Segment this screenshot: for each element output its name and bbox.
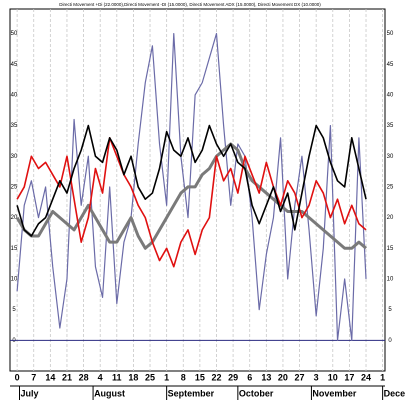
- x-tick-label: 13: [261, 372, 271, 382]
- x-tick-label: 4: [98, 372, 103, 382]
- y-tick-label: 30: [11, 154, 18, 160]
- series-line: [16, 137, 367, 268]
- y-tick-label: 20: [11, 215, 18, 221]
- x-tick-label: 1: [380, 372, 385, 382]
- series-line: [16, 124, 367, 237]
- y-tick-label: 0: [12, 338, 16, 344]
- x-tick-label: 27: [295, 372, 305, 382]
- month-label: July: [20, 388, 38, 398]
- y-tick-label: 15: [11, 246, 18, 252]
- y-tick-label: 40: [11, 92, 18, 98]
- x-tick-label: 7: [31, 372, 36, 382]
- y-tick-label-right: 45: [387, 62, 394, 68]
- x-tick-label: 28: [79, 372, 89, 382]
- y-tick-label: 50: [11, 31, 18, 37]
- x-tick-label: 10: [328, 372, 338, 382]
- y-tick-label-right: 20: [387, 215, 394, 221]
- y-tick-label: 10: [11, 277, 18, 283]
- plot-frame: [9, 8, 386, 372]
- month-label: August: [94, 388, 125, 398]
- x-tick-label: 22: [211, 372, 221, 382]
- y-tick-label-right: 0: [388, 338, 392, 344]
- y-tick-label-right: 35: [387, 123, 394, 129]
- month-label: Dece: [384, 388, 406, 398]
- x-tick-label: 1: [164, 372, 169, 382]
- y-tick-label-right: 40: [387, 92, 394, 98]
- chart-title: Directi Movement +Di (22.0000),Directi M…: [59, 2, 321, 7]
- x-tick-label: 24: [361, 372, 371, 382]
- x-tick-label: 11: [112, 372, 122, 382]
- y-tick-label-right: 5: [388, 307, 392, 313]
- y-tick-label-right: 25: [387, 185, 394, 191]
- y-tick-label: 5: [12, 307, 16, 313]
- y-tick-label-right: 15: [387, 246, 394, 252]
- x-tick-label: 8: [181, 372, 186, 382]
- x-tick-label: 14: [45, 372, 55, 382]
- x-tick-label: 3: [314, 372, 319, 382]
- y-tick-label: 35: [11, 123, 18, 129]
- x-tick-label: 0: [15, 372, 20, 382]
- x-tick-label: 20: [278, 372, 288, 382]
- x-tick-label: 21: [62, 372, 72, 382]
- x-tick-label: 18: [128, 372, 138, 382]
- y-tick-label-right: 10: [387, 277, 394, 283]
- y-tick-label: 45: [11, 62, 18, 68]
- x-tick-label: 15: [195, 372, 205, 382]
- month-label: October: [239, 388, 274, 398]
- series-line: [15, 142, 367, 250]
- x-tick-label: 25: [145, 372, 155, 382]
- x-tick-label: 29: [228, 372, 238, 382]
- month-label: November: [312, 388, 357, 398]
- month-label: September: [168, 388, 215, 398]
- y-tick-label-right: 30: [387, 154, 394, 160]
- y-tick-label: 25: [11, 185, 18, 191]
- x-tick-label: 17: [344, 372, 354, 382]
- x-tick-label: 6: [247, 372, 252, 382]
- y-tick-label-right: 50: [387, 31, 394, 37]
